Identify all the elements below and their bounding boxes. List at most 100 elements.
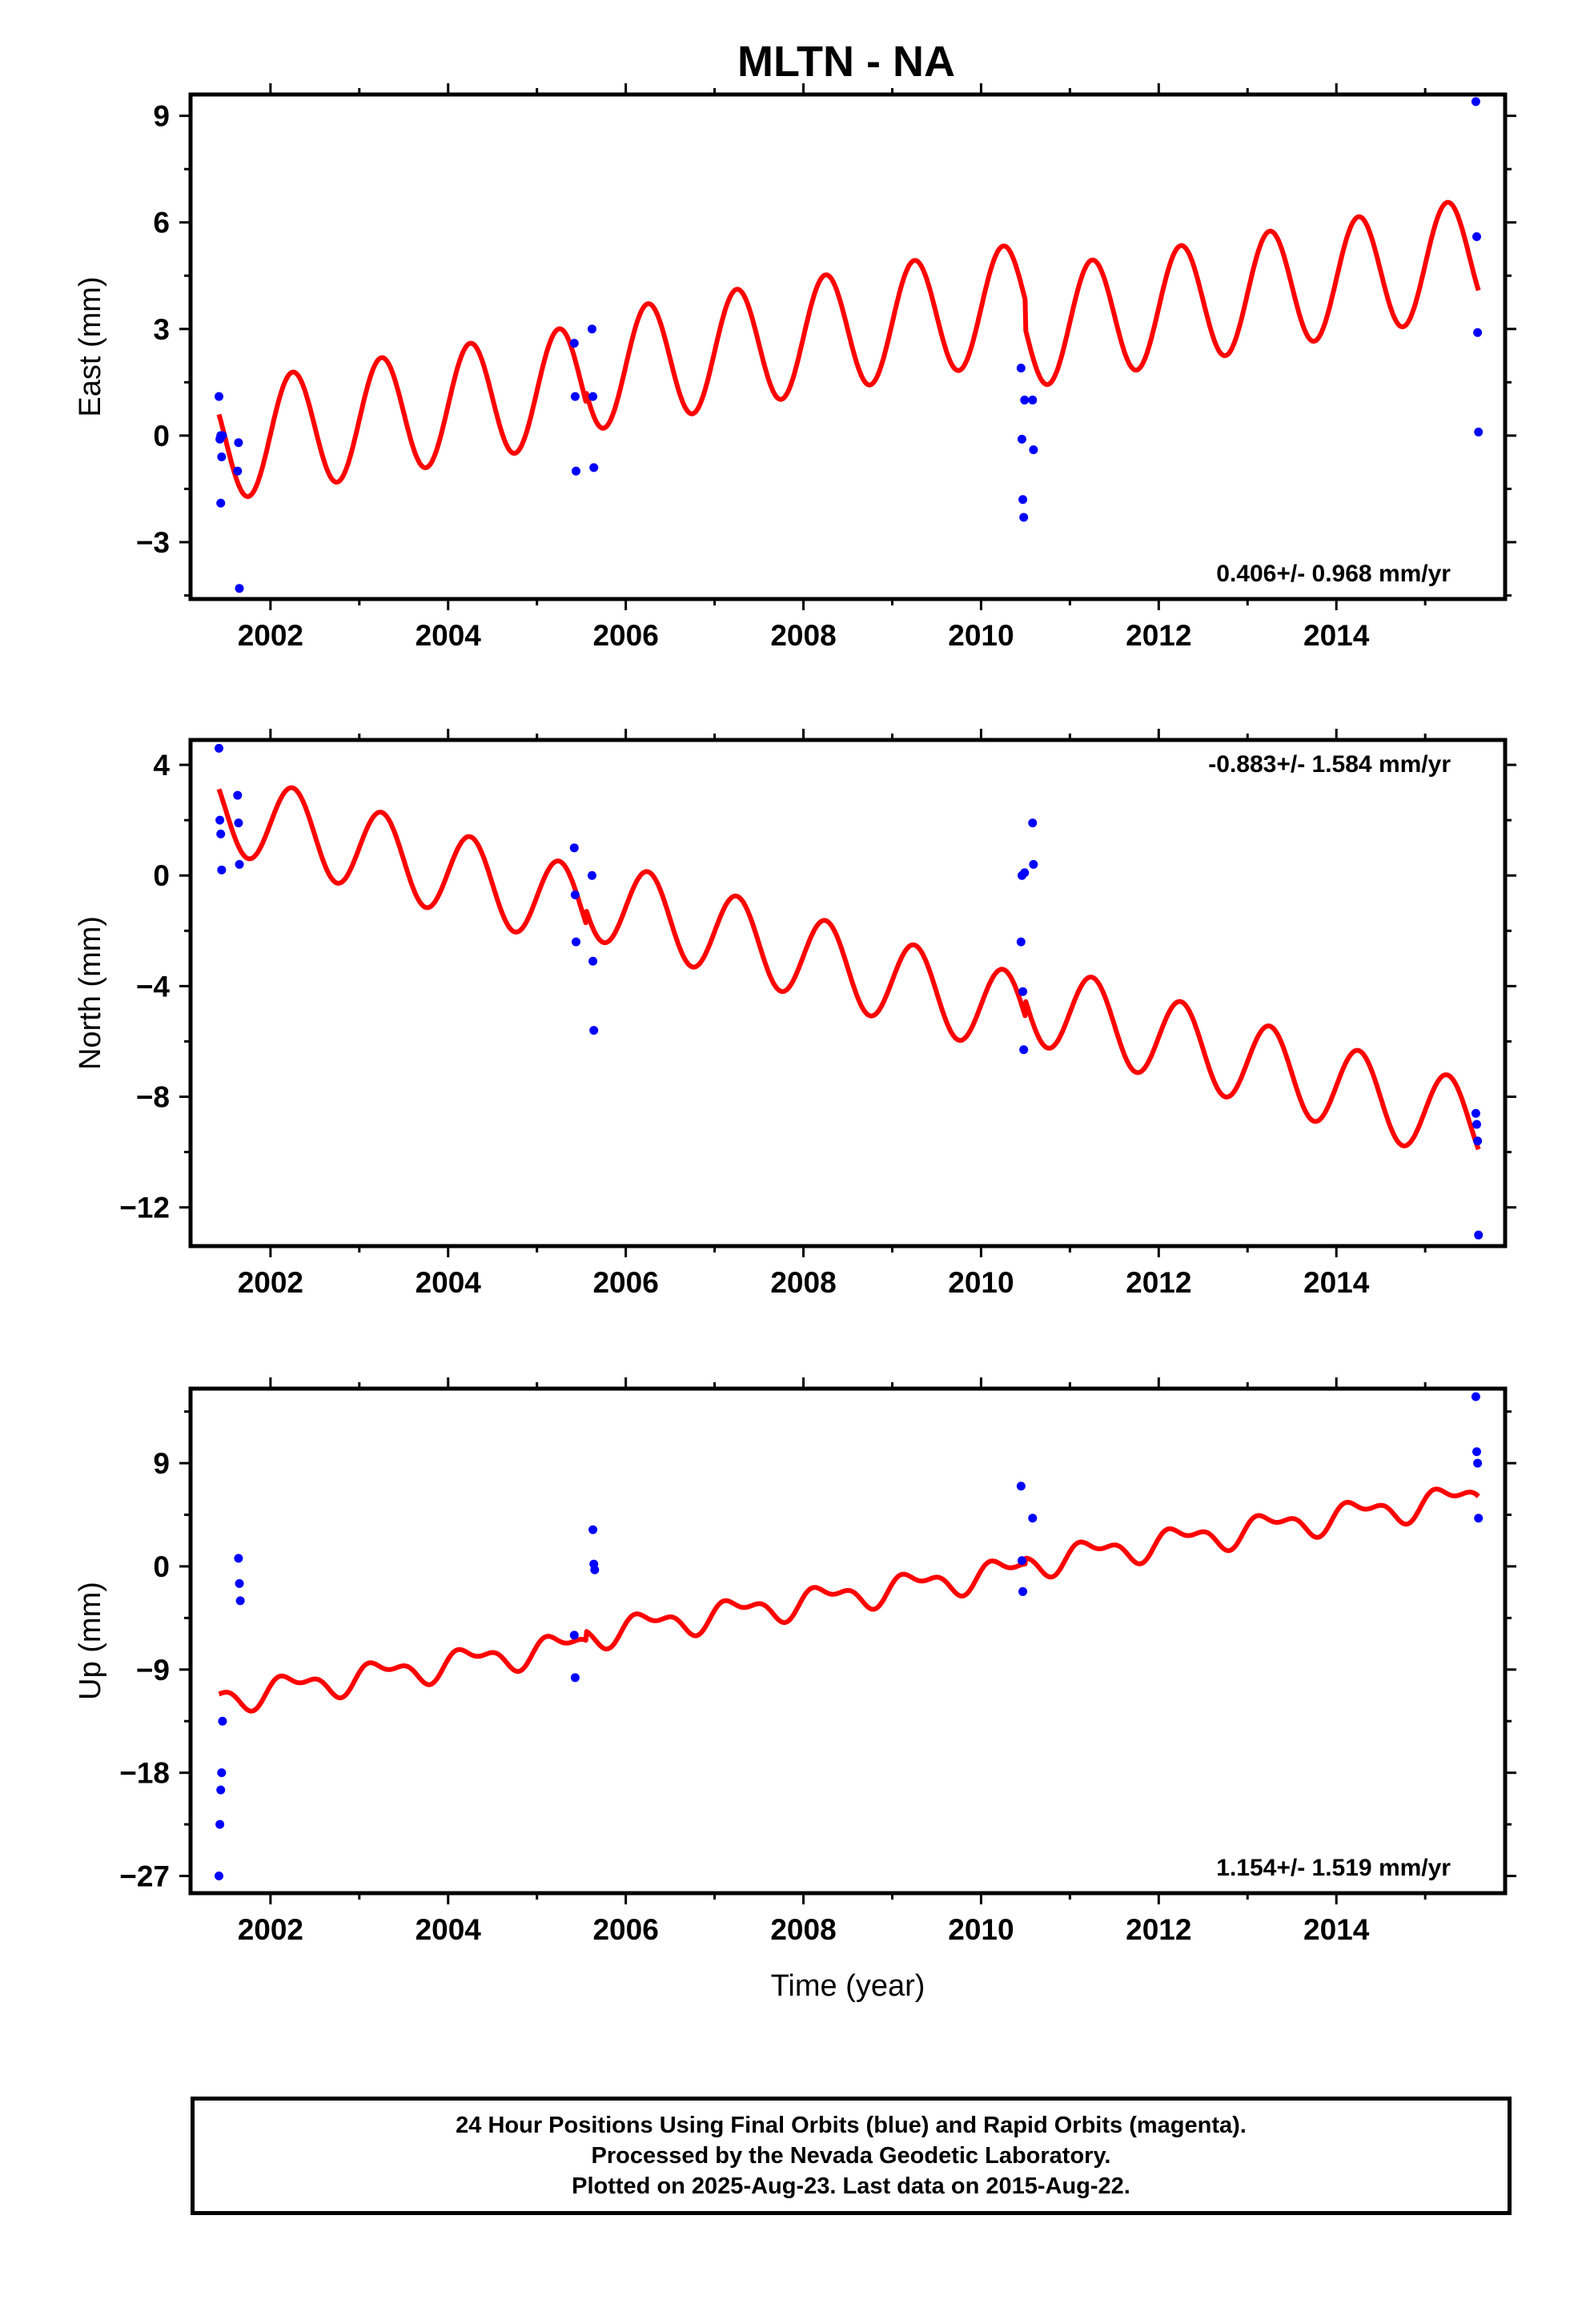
data-point xyxy=(1473,1136,1483,1146)
x-tick-label: 2002 xyxy=(238,619,303,652)
data-point xyxy=(572,466,581,476)
data-point xyxy=(233,790,243,800)
data-point xyxy=(1473,328,1483,337)
data-point xyxy=(1029,859,1038,869)
data-point xyxy=(217,865,227,875)
y-tick-label: 0 xyxy=(153,420,170,452)
y-tick-label: 9 xyxy=(153,1447,170,1480)
x-tick-label: 2014 xyxy=(1303,1913,1370,1946)
x-tick-label: 2006 xyxy=(592,619,658,652)
data-point xyxy=(218,1716,227,1726)
y-tick-label: −3 xyxy=(136,526,170,559)
y-tick-label: 3 xyxy=(153,313,170,346)
data-point xyxy=(570,1673,580,1683)
data-point xyxy=(569,843,579,853)
x-tick-label: 2012 xyxy=(1126,1266,1191,1299)
data-point xyxy=(1028,818,1038,828)
data-point xyxy=(1028,1514,1038,1523)
x-tick-label: 2006 xyxy=(592,1266,658,1299)
plot-frame xyxy=(188,1386,1508,1896)
data-point xyxy=(570,890,580,899)
model-fit-line xyxy=(216,785,1481,1151)
chart-title: MLTN - NA xyxy=(737,38,955,86)
data-point xyxy=(588,392,598,401)
y-axis-label: East (mm) xyxy=(74,276,107,416)
x-tick-label: 2014 xyxy=(1303,619,1370,652)
footer-line-2: Processed by the Nevada Geodetic Laborat… xyxy=(591,2143,1111,2169)
data-point xyxy=(1474,427,1484,436)
footer-line-1: 24 Hour Positions Using Final Orbits (bl… xyxy=(456,2113,1247,2138)
data-point xyxy=(218,431,227,440)
x-tick-label: 2008 xyxy=(770,1266,836,1299)
y-axis-label: Up (mm) xyxy=(74,1582,107,1700)
y-tick-label: 0 xyxy=(153,859,170,892)
data-point xyxy=(587,324,596,334)
x-tick-label: 2002 xyxy=(238,1913,303,1946)
data-point xyxy=(234,1554,243,1563)
data-point xyxy=(216,1785,226,1795)
north-panel: 2002 2004 2006 2008 2010 2012 2014 −12 −8 −4 0 4 Nor… xyxy=(74,729,1516,1299)
data-point xyxy=(1019,513,1029,522)
data-point xyxy=(1472,1120,1481,1129)
data-point xyxy=(1019,1045,1029,1055)
data-point xyxy=(235,1596,245,1606)
y-tick-label: 9 xyxy=(153,100,170,133)
x-tick-label: 2014 xyxy=(1303,1266,1370,1299)
data-point xyxy=(590,1565,600,1574)
data-point xyxy=(589,463,599,472)
data-point xyxy=(234,438,243,448)
y-tick-label: 6 xyxy=(153,207,170,239)
data-point xyxy=(215,1819,225,1829)
x-tick-label: 2008 xyxy=(770,1913,836,1946)
data-point xyxy=(235,584,244,593)
data-point xyxy=(1471,97,1480,107)
x-tick-label: 2008 xyxy=(770,619,836,652)
data-point xyxy=(1472,1447,1481,1457)
data-point xyxy=(1020,868,1030,878)
data-point xyxy=(1018,1586,1028,1596)
rate-label: -0.883+/- 1.584 mm/yr xyxy=(1208,751,1451,778)
y-tick-label: −12 xyxy=(119,1192,170,1224)
data-point xyxy=(588,956,598,966)
data-point xyxy=(1016,364,1026,373)
x-tick-label: 2004 xyxy=(416,619,482,652)
data-point xyxy=(1471,1108,1480,1118)
x-tick-label: 2012 xyxy=(1126,619,1191,652)
data-point xyxy=(1472,231,1481,241)
x-tick-label: 2012 xyxy=(1126,1913,1191,1946)
data-point xyxy=(216,829,226,838)
y-tick-label: −18 xyxy=(119,1757,170,1790)
x-axis-label: Time (year) xyxy=(771,1969,926,2003)
data-point xyxy=(569,1630,579,1640)
footer-box: 24 Hour Positions Using Final Orbits (bl… xyxy=(191,2097,1512,2215)
data-point xyxy=(572,937,581,947)
x-tick-label: 2010 xyxy=(948,619,1014,652)
data-point xyxy=(1028,396,1038,405)
data-point xyxy=(1474,1230,1484,1240)
rate-label: 0.406+/- 0.968 mm/yr xyxy=(1216,561,1451,587)
data-point xyxy=(588,1525,598,1534)
data-point xyxy=(569,339,579,348)
x-tick-label: 2010 xyxy=(948,1266,1014,1299)
rate-label: 1.154+/- 1.519 mm/yr xyxy=(1216,1855,1451,1881)
data-point xyxy=(589,1026,599,1035)
y-tick-label: −4 xyxy=(136,970,171,1003)
plot-frame xyxy=(188,738,1508,1248)
data-point xyxy=(217,452,227,462)
x-tick-label: 2004 xyxy=(416,1266,482,1299)
data-point xyxy=(234,818,243,828)
plot-frame xyxy=(188,92,1508,601)
data-point xyxy=(1471,1392,1480,1401)
y-tick-label: −27 xyxy=(119,1860,170,1893)
x-tick-label: 2002 xyxy=(238,1266,303,1299)
x-tick-label: 2006 xyxy=(592,1913,658,1946)
data-point xyxy=(216,498,226,508)
data-point xyxy=(1473,1458,1483,1468)
data-point xyxy=(1020,396,1030,405)
data-point xyxy=(215,743,224,753)
data-point xyxy=(1016,1482,1026,1491)
y-axis-label: North (mm) xyxy=(74,916,107,1070)
data-point xyxy=(1016,937,1026,947)
data-point xyxy=(215,815,225,825)
model-fit-line xyxy=(216,199,1481,500)
